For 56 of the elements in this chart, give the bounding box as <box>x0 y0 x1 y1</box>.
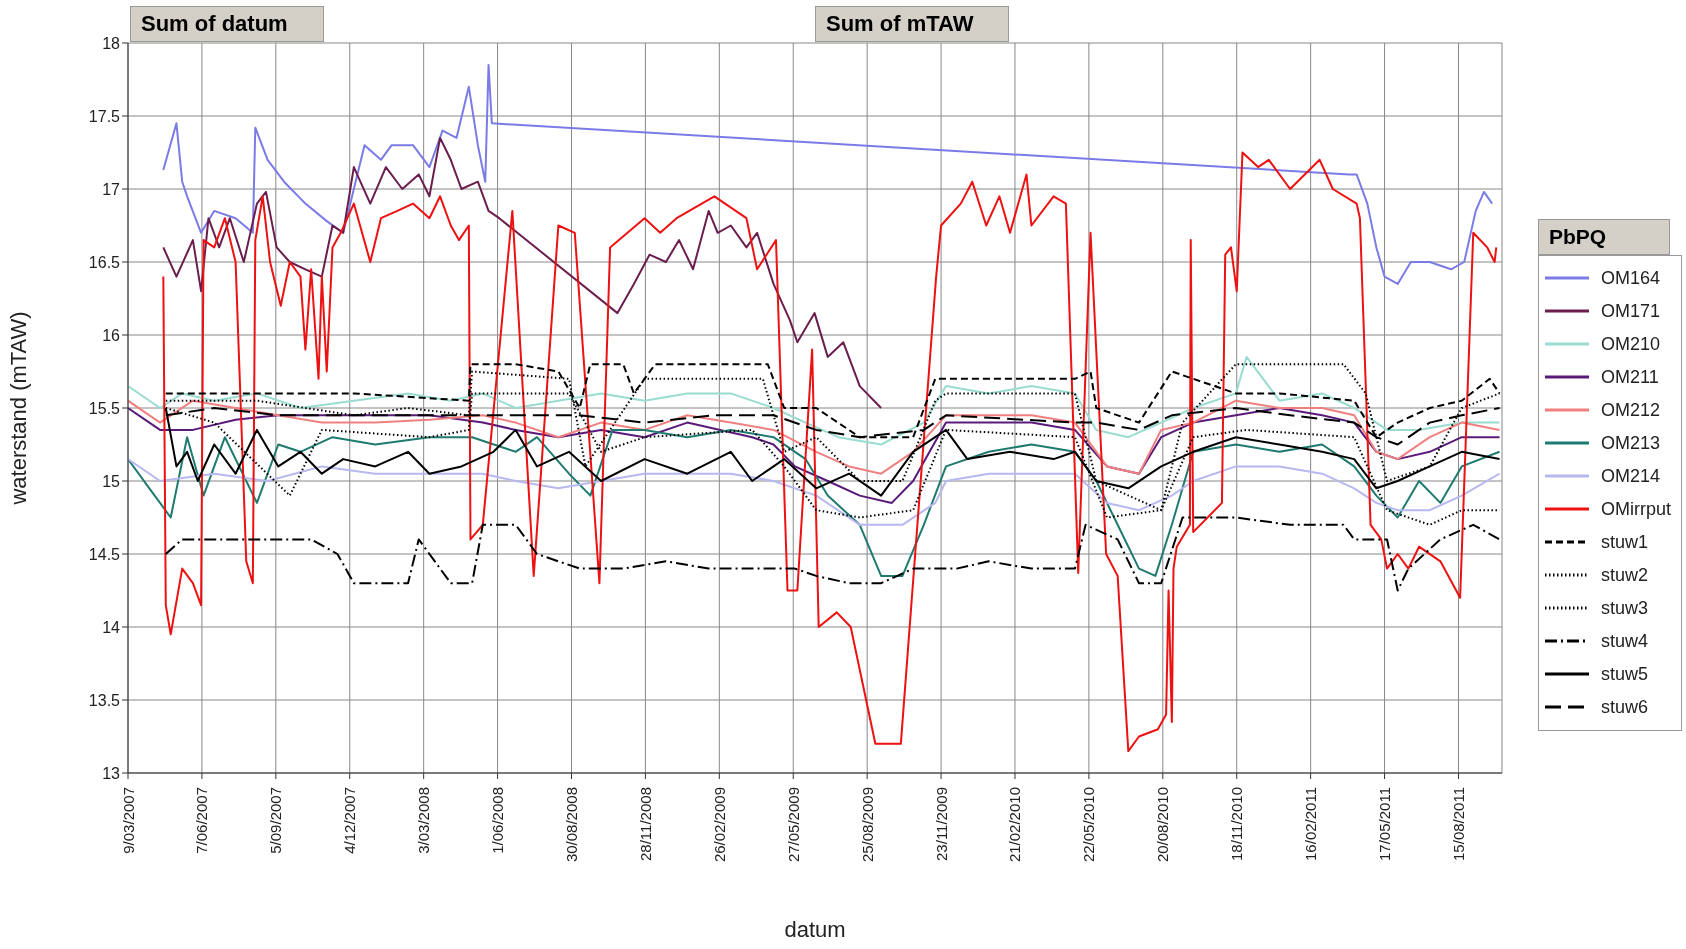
legend-title: PbPQ <box>1538 218 1670 255</box>
x-tick-label: 27/05/2009 <box>784 787 802 863</box>
x-tick-label: 1/06/2008 <box>489 787 507 854</box>
legend-label: stuw3 <box>1601 597 1649 619</box>
x-tick-label: 4/12/2007 <box>341 787 359 854</box>
x-tick-label: 16/02/2011 <box>1302 787 1320 861</box>
y-tick-label: 14 <box>102 618 121 636</box>
x-tick-label: 15/08/2011 <box>1449 787 1467 861</box>
x-tick-label: 21/02/2010 <box>1006 787 1024 863</box>
x-tick-label: 18/11/2010 <box>1228 787 1246 861</box>
x-tick-label: 22/05/2010 <box>1080 787 1098 863</box>
field-button: Sum of datum <box>130 6 324 42</box>
legend-label: OM212 <box>1601 399 1661 421</box>
x-tick-label: 17/05/2011 <box>1376 787 1394 861</box>
legend-label: OM211 <box>1601 366 1659 388</box>
line-series <box>128 428 1501 577</box>
x-tick-label: 3/03/2008 <box>415 787 433 854</box>
x-tick-label: 30/08/2008 <box>562 787 580 863</box>
x-tick-label: 9/03/2007 <box>119 787 137 854</box>
legend-label: stuw5 <box>1601 663 1649 685</box>
y-tick-label: 18 <box>102 34 121 52</box>
x-tick-label: 25/08/2009 <box>858 787 876 863</box>
y-tick-label: 16.5 <box>88 253 121 271</box>
y-axis-title: waterstand (mTAW) <box>5 311 31 506</box>
field-button: Sum of mTAW <box>815 6 1009 42</box>
line-series <box>128 458 1501 526</box>
x-tick-label: 5/09/2007 <box>267 787 285 854</box>
x-tick-label: 23/11/2009 <box>932 787 950 861</box>
x-tick-label: 26/02/2009 <box>710 787 728 863</box>
legend-label: stuw6 <box>1601 696 1649 718</box>
y-tick-label: 15 <box>102 472 121 490</box>
line-series <box>162 151 1498 753</box>
y-tick-label: 15.5 <box>88 399 121 417</box>
y-tick-label: 16 <box>102 326 121 344</box>
y-tick-label: 17 <box>102 180 121 198</box>
legend-label: OMirrput <box>1601 498 1672 520</box>
x-tick-label: 28/11/2008 <box>636 787 654 861</box>
y-tick-label: 17.5 <box>88 107 121 125</box>
legend-label: stuw1 <box>1601 531 1649 553</box>
line-series <box>164 516 1501 592</box>
legend-label: stuw4 <box>1601 630 1649 652</box>
legend-label: OM213 <box>1601 432 1661 454</box>
line-series <box>162 63 1494 285</box>
line-series <box>128 399 1501 475</box>
line-series <box>162 136 883 409</box>
x-tick-label: 7/06/2007 <box>193 787 211 854</box>
legend-label: OM210 <box>1601 333 1661 355</box>
x-axis-title: datum <box>784 916 846 942</box>
x-tick-label: 20/08/2010 <box>1154 787 1172 863</box>
legend-label: OM171 <box>1601 300 1661 322</box>
y-tick-label: 13 <box>102 764 121 782</box>
legend-label: OM164 <box>1601 267 1661 289</box>
y-tick-label: 14.5 <box>88 545 121 563</box>
legend-label: stuw2 <box>1601 564 1649 586</box>
y-tick-label: 13.5 <box>88 691 121 709</box>
legend-label: OM214 <box>1601 465 1661 487</box>
